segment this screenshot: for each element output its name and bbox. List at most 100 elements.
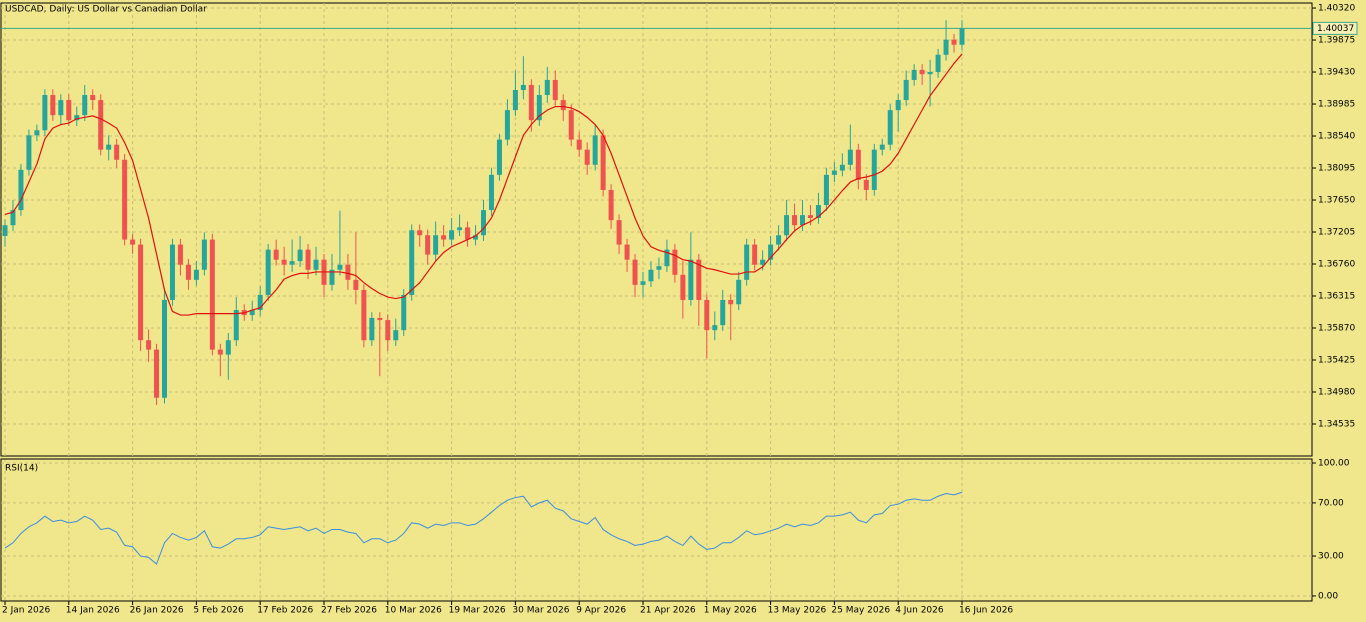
candle-body [592,135,598,165]
candle-body [935,54,941,73]
x-tick-label: 13 May 2026 [768,606,827,616]
candle-body [289,261,295,265]
candle-body [225,340,231,355]
y-tick-label: 1.38985 [1318,100,1355,110]
candle-body [728,299,734,305]
y-tick-label: 1.37650 [1318,196,1355,206]
x-tick-label: 16 Jun 2026 [959,606,1013,616]
candle-body [792,215,798,226]
candle-body [895,100,901,111]
candle-body [903,79,909,101]
y-tick-label: 0.00 [1318,591,1338,601]
candle-body [640,281,646,285]
candle-body [433,235,439,255]
candle-body [680,274,686,300]
chart-title: USDCAD, Daily: US Dollar vs Canadian Dol… [5,5,207,15]
candle-body [201,239,207,270]
candle-body [481,210,486,236]
candle-body [504,110,510,140]
candle-body [297,249,303,262]
candle-body [177,244,183,265]
candle-body [193,269,199,280]
candle-body [249,310,255,316]
x-tick-label: 10 Mar 2026 [385,606,442,616]
candle-body [760,259,766,265]
y-tick-label: 1.37205 [1318,228,1355,238]
candle-body [847,149,853,165]
candle-body [106,144,112,150]
x-tick-label: 2 Jan 2026 [2,606,50,616]
candle-body [704,299,710,331]
current-price-box [1312,21,1358,35]
x-tick-label: 1 May 2026 [704,606,757,616]
candle-body [217,349,223,355]
candle-body [401,294,407,331]
candle-body [34,130,40,136]
candle-body [305,249,311,270]
candle-body [449,230,455,240]
candle-body [855,149,861,180]
candle-body [927,72,933,75]
pane-frame [0,2,1313,457]
x-tick-label: 21 Apr 2026 [640,606,696,616]
pane-frame [0,458,1313,602]
candle-body [345,264,351,280]
y-tick-label: 1.39430 [1318,68,1355,78]
candle-body [696,259,702,300]
candle-body [393,330,399,341]
candle-body [632,259,638,285]
candle-body [520,84,526,91]
candle-body [74,115,80,121]
x-tick-label: 27 Feb 2026 [321,606,377,616]
candle-body [496,139,502,175]
candle-body [122,159,128,240]
candle-body [457,227,463,231]
candle-body [82,95,88,116]
candle-body [353,279,359,290]
candle-body [568,110,574,140]
candle-body [831,170,837,175]
x-tick-label: 5 Feb 2026 [193,606,244,616]
candle-body [385,320,391,341]
y-tick-label: 1.34980 [1318,388,1355,398]
candle-body [66,100,72,121]
y-tick-label: 1.36760 [1318,260,1355,270]
candle-body [720,299,726,326]
candle-body [871,149,877,190]
candle-body [887,110,893,145]
candle-body [807,215,813,218]
y-tick-label: 1.38095 [1318,164,1355,174]
candle-body [544,79,550,96]
candle-body [608,189,614,221]
x-tick-label: 19 Mar 2026 [449,606,506,616]
candle-body [98,100,104,150]
candle-body [919,69,925,75]
x-tick-label: 9 Apr 2026 [576,606,626,616]
x-tick-label: 30 Mar 2026 [512,606,569,616]
candle-body [552,79,558,101]
candle-body [169,244,175,300]
y-tick-label: 1.38540 [1318,132,1355,142]
candle-body [337,264,343,270]
candle-body [58,100,64,116]
x-tick-label: 26 Jan 2026 [130,606,184,616]
candle-body [409,230,415,295]
candle-body [130,239,136,245]
candle-body [656,266,662,270]
candle-body [273,249,279,260]
candle-body [281,259,287,265]
candle-body [209,239,215,350]
y-tick-label: 1.35870 [1318,324,1355,334]
candle-body [863,179,869,190]
candle-body [154,349,160,398]
candle-body [2,225,8,236]
rsi-title: RSI(14) [5,464,38,474]
candle-body [329,269,335,285]
candle-body [752,244,758,265]
candle-body [473,235,479,240]
x-tick-label: 25 May 2026 [831,606,890,616]
candle-body [10,210,16,226]
candle-body [664,249,670,267]
candle-body [114,144,120,160]
x-tick-label: 14 Jan 2026 [66,606,120,616]
